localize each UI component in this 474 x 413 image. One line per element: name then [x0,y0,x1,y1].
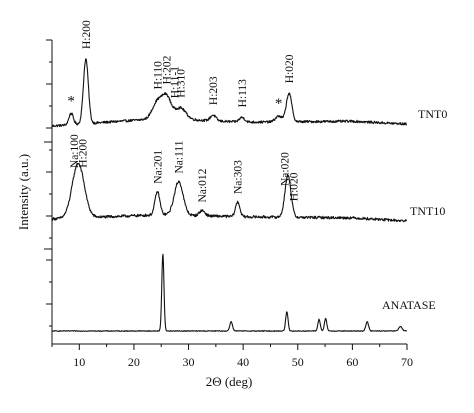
trace-anatase [51,253,408,332]
y-axis-label: Intensity (a.u.) [16,154,31,230]
peak-label: H:020 [284,54,296,83]
x-tick-label-30: 30 [183,355,195,369]
peak-label: Na:100 [69,134,81,168]
peak-label: H:200 [81,20,93,49]
peak-label: Na:020 [280,152,292,186]
traces [51,58,408,332]
series-label-tnt10: TNT10 [410,204,445,218]
x-ticks: 10 20 30 40 50 60 70 [51,344,413,369]
x-tick-label-20: 20 [128,355,140,369]
axes [44,40,407,345]
peak-label: Na:201 [152,150,164,184]
series-labels: TNT0 TNT10 ANATASE [382,107,447,312]
x-tick-label-40: 40 [237,355,249,369]
peak-label: H:020 [288,172,300,201]
x-axis-label: 2Θ (deg) [206,374,253,389]
x-tick-label-70: 70 [401,355,413,369]
y-ticks [46,39,52,327]
peak-label: Na:303 [233,160,245,194]
peak-label: H:203 [208,76,220,105]
x-tick-label-60: 60 [346,355,358,369]
peak-label: H:113 [237,79,249,108]
peak-label: H:11-1 [169,66,181,98]
asterisk-marker: * [67,93,75,109]
peak-label: H:110 [152,61,164,90]
series-label-tnt0: TNT0 [418,107,447,121]
peak-label: H:310 [175,69,187,98]
peak-label: Na:111 [174,140,186,173]
x-tick-label-10: 10 [73,355,85,369]
peak-label: H:200 [78,139,90,168]
trace-tnt10 [51,162,408,223]
trace-tnt0 [51,58,407,128]
asterisk-marker: * [275,96,283,112]
peak-label: Na:012 [197,168,209,202]
x-tick-label-50: 50 [292,355,304,369]
peak-label: H:202 [162,55,174,84]
series-label-anatase: ANATASE [382,298,436,312]
